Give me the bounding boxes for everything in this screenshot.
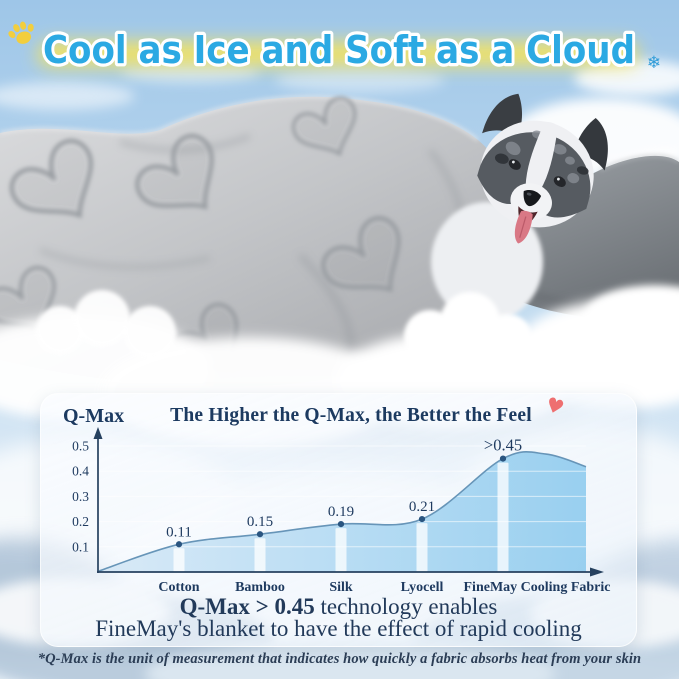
data-point <box>256 531 264 538</box>
column-highlight <box>254 538 266 572</box>
column-highlight <box>497 462 509 572</box>
caption-line-1: Q-Max > 0.45 technology enables <box>41 594 636 619</box>
caption-line-2: FineMay's blanket to have the effect of … <box>95 616 582 641</box>
y-tick-label: 0.1 <box>72 539 89 554</box>
dog-head <box>477 93 608 244</box>
x-category-label: FineMay Cooling Fabric <box>464 580 611 595</box>
qmax-area-chart: 0.1 0.2 0.3 0.4 0.5 0.11 0.15 0.19 0.21 >0.45 Cott… <box>72 427 611 595</box>
chart-panel: Q-Max The Higher the Q-Max, the Better t… <box>40 392 637 647</box>
title-banner: Cool as Ice and Soft as a Cloud ❄ <box>8 21 661 75</box>
caption-bold-text: Q-Max > 0.45 <box>179 594 315 619</box>
series-line <box>98 450 587 572</box>
area-series <box>99 451 586 572</box>
data-point <box>337 521 345 528</box>
data-point-label: 0.15 <box>247 514 273 530</box>
x-axis-arrow <box>590 567 604 577</box>
column-highlight <box>416 523 428 572</box>
y-tick-label: 0.5 <box>72 439 89 454</box>
x-category-label: Cotton <box>158 580 199 595</box>
y-axis-arrow <box>93 427 103 439</box>
data-point <box>418 515 426 523</box>
data-point <box>499 455 507 462</box>
column-highlight <box>173 548 185 572</box>
data-point <box>175 541 183 548</box>
footnote: *Q-Max is the unit of measurement that i… <box>37 651 642 667</box>
y-tick-label: 0.2 <box>72 514 89 529</box>
y-tick-label: 0.4 <box>72 464 89 479</box>
data-point-label: 0.21 <box>409 499 435 515</box>
data-point-label: >0.45 <box>484 436 522 455</box>
page-title: Cool as Ice and Soft as a Cloud <box>43 28 635 72</box>
dog-eyes <box>508 159 566 187</box>
caption-rest-text: technology enables <box>314 594 498 619</box>
column-highlight <box>335 528 347 572</box>
chart-caption: Q-Max > 0.45 technology enables FineMay'… <box>41 594 636 641</box>
data-point-label: 0.11 <box>166 524 192 540</box>
y-tick-label: 0.3 <box>72 489 89 504</box>
x-category-label: Lyocell <box>401 580 444 595</box>
data-point-label: 0.19 <box>328 504 354 520</box>
x-category-label: Bamboo <box>235 580 285 595</box>
chart-y-axis-title: Q-Max <box>63 405 125 427</box>
dog-merle-patches <box>505 130 580 184</box>
chart-title: The Higher the Q-Max, the Better the Fee… <box>170 405 532 426</box>
dog-illustration <box>431 93 608 322</box>
snowflake-icon: ❄ <box>647 53 661 73</box>
heart-quilt-pattern <box>0 96 401 371</box>
title-glow-band <box>38 42 638 66</box>
dog-tongue <box>514 210 533 244</box>
x-category-label: Silk <box>329 580 353 595</box>
dog-ear-right <box>573 118 608 171</box>
paw-print-icon <box>8 21 34 44</box>
